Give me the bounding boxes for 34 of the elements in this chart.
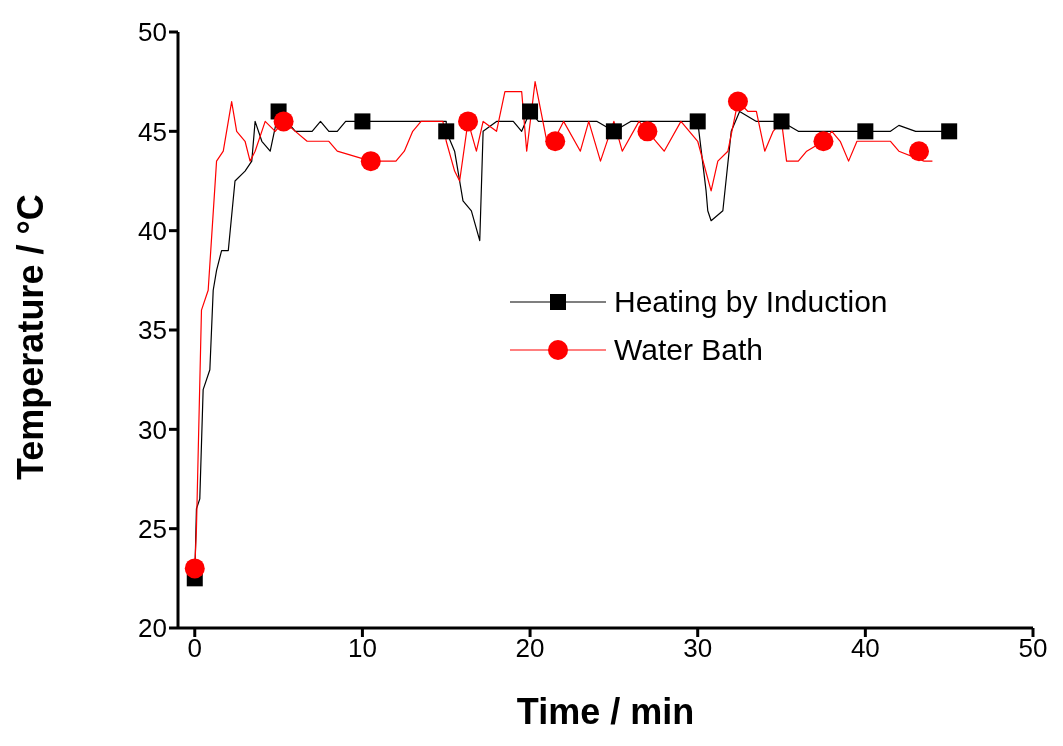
point (458, 111, 479, 132)
point (273, 111, 294, 132)
point (184, 558, 205, 579)
y-tick-label: 30 (138, 414, 167, 445)
point (360, 151, 381, 172)
point (857, 123, 874, 140)
point (727, 91, 748, 112)
y-axis-title: Temperature / °C (9, 194, 51, 480)
legend-label: Water Bath (614, 333, 763, 367)
y-tick-label: 25 (138, 513, 167, 544)
y-tick-label: 35 (138, 315, 167, 346)
x-axis-title: Time / min (516, 691, 695, 732)
x-tick-label: 30 (683, 633, 713, 664)
y-tick-label: 50 (138, 17, 167, 48)
x-tick-label: 50 (1018, 633, 1048, 664)
y-tick-label: 40 (138, 215, 167, 246)
point (773, 113, 790, 130)
point (689, 113, 706, 130)
x-tick-label: 10 (347, 633, 377, 664)
x-tick-label: 0 (187, 633, 202, 664)
point (354, 113, 371, 130)
x-tick-label: 40 (850, 633, 880, 664)
point (941, 123, 958, 140)
point (813, 131, 834, 152)
point (545, 131, 566, 152)
y-tick-label: 20 (138, 613, 167, 644)
y-tick-label: 45 (138, 116, 167, 147)
point (605, 123, 622, 140)
x-tick-label: 20 (515, 633, 545, 664)
point (637, 121, 658, 142)
legend-label: Heating by Induction (614, 285, 888, 319)
point (522, 103, 539, 120)
point (438, 123, 455, 140)
point (909, 141, 929, 162)
